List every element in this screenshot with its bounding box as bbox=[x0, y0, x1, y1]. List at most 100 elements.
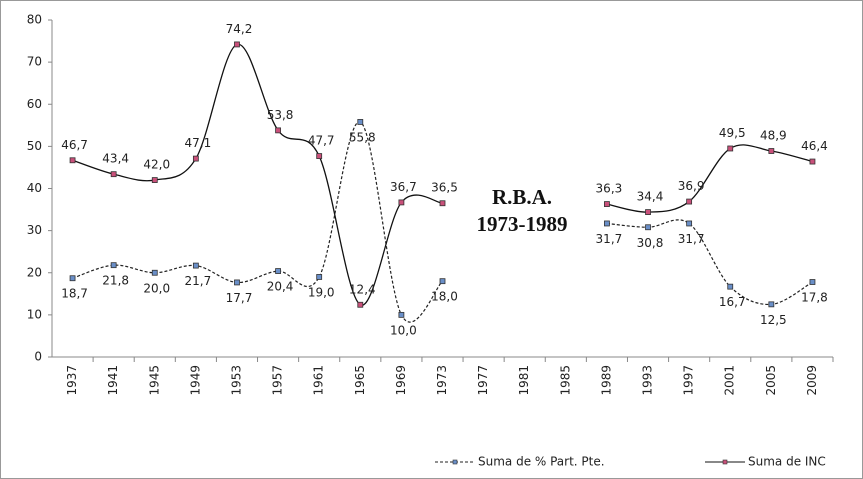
x-tick-label: 2001 bbox=[723, 365, 737, 396]
marker bbox=[686, 198, 693, 205]
marker bbox=[69, 157, 76, 164]
data-label: 74,2 bbox=[226, 22, 253, 36]
data-label: 36,5 bbox=[431, 181, 458, 195]
line bbox=[72, 121, 813, 323]
marker bbox=[398, 199, 405, 206]
data-label: 12,4 bbox=[349, 282, 376, 296]
marker bbox=[604, 220, 610, 227]
marker bbox=[604, 201, 610, 207]
y-tick-label: 0 bbox=[34, 350, 42, 364]
data-label: 47,1 bbox=[185, 136, 212, 150]
data-label: 34,4 bbox=[637, 190, 664, 204]
data-label: 46,4 bbox=[801, 139, 828, 153]
data-label: 18,7 bbox=[61, 287, 88, 301]
x-tick-label: 1997 bbox=[682, 365, 696, 396]
data-label: 55,8 bbox=[349, 130, 376, 144]
marker bbox=[809, 279, 816, 285]
data-label: 36,3 bbox=[596, 182, 623, 196]
data-label: 36,7 bbox=[390, 180, 417, 194]
marker bbox=[192, 262, 199, 269]
data-label: 53,8 bbox=[267, 108, 294, 122]
annotation: R.B.A. bbox=[492, 185, 552, 209]
x-tick-label: 1985 bbox=[558, 365, 572, 396]
data-label: 12,5 bbox=[760, 313, 787, 327]
x-tick-label: 1957 bbox=[271, 365, 285, 396]
marker bbox=[768, 148, 775, 154]
x-tick-label: 1989 bbox=[599, 365, 613, 396]
marker bbox=[110, 171, 117, 178]
data-label: 42,0 bbox=[143, 158, 170, 172]
marker bbox=[192, 155, 199, 162]
marker bbox=[439, 278, 446, 285]
marker bbox=[110, 262, 117, 269]
x-tick-label: 1969 bbox=[394, 365, 408, 396]
x-tick-label: 1993 bbox=[641, 365, 655, 396]
x-tick-label: 1941 bbox=[106, 365, 120, 396]
data-label: 46,7 bbox=[61, 138, 88, 152]
data-label: 31,7 bbox=[678, 232, 705, 246]
marker bbox=[234, 41, 240, 48]
x-tick-label: 1945 bbox=[147, 365, 161, 396]
legend-marker bbox=[452, 459, 458, 465]
x-tick-label: 1981 bbox=[517, 365, 531, 396]
marker bbox=[398, 311, 405, 318]
marker bbox=[809, 158, 816, 165]
y-tick-label: 50 bbox=[27, 139, 42, 153]
x-tick-label: 1949 bbox=[188, 365, 202, 396]
data-label: 21,8 bbox=[102, 274, 129, 288]
x-tick-label: 1961 bbox=[312, 365, 326, 396]
marker bbox=[234, 279, 240, 286]
x-tick-label: 2009 bbox=[805, 365, 819, 396]
data-label: 17,7 bbox=[226, 291, 253, 305]
marker bbox=[686, 220, 693, 227]
y-tick-label: 60 bbox=[27, 97, 42, 111]
y-tick-label: 10 bbox=[27, 307, 42, 321]
marker bbox=[357, 119, 364, 125]
data-label: 47,7 bbox=[308, 134, 335, 148]
annotation: 1973-1989 bbox=[477, 212, 568, 236]
x-tick-label: 1953 bbox=[229, 365, 243, 396]
y-tick-label: 30 bbox=[27, 223, 42, 237]
marker bbox=[357, 301, 364, 308]
data-label: 31,7 bbox=[596, 232, 623, 246]
marker bbox=[69, 275, 76, 282]
data-label: 19,0 bbox=[308, 285, 335, 299]
data-label: 48,9 bbox=[760, 129, 787, 143]
y-tick-label: 70 bbox=[27, 55, 42, 69]
x-tick-label: 1937 bbox=[65, 365, 79, 396]
x-tick-label: 1965 bbox=[353, 365, 367, 396]
marker bbox=[645, 224, 651, 231]
marker bbox=[645, 209, 651, 215]
x-tick-label: 2005 bbox=[764, 365, 778, 396]
y-tick-label: 40 bbox=[27, 181, 42, 195]
data-label: 20,4 bbox=[267, 280, 294, 294]
marker bbox=[275, 268, 281, 274]
data-label: 10,0 bbox=[390, 323, 417, 337]
legend-marker bbox=[722, 459, 728, 465]
x-tick-label: 1973 bbox=[435, 365, 449, 396]
data-label: 49,5 bbox=[719, 126, 746, 140]
marker bbox=[727, 145, 734, 152]
marker bbox=[275, 127, 281, 134]
data-label: 16,7 bbox=[719, 295, 746, 309]
legend-label: Suma de INC bbox=[748, 455, 826, 469]
marker bbox=[439, 200, 446, 207]
data-label: 18,0 bbox=[431, 290, 458, 304]
y-tick-label: 20 bbox=[27, 265, 42, 279]
y-tick-label: 80 bbox=[27, 13, 42, 27]
x-tick-label: 1977 bbox=[476, 365, 490, 396]
marker bbox=[151, 177, 158, 183]
data-label: 36,9 bbox=[678, 179, 705, 193]
data-label: 17,8 bbox=[801, 291, 828, 305]
data-label: 21,7 bbox=[185, 274, 212, 288]
data-label: 43,4 bbox=[102, 152, 129, 166]
marker bbox=[727, 283, 734, 290]
marker bbox=[316, 153, 323, 159]
marker bbox=[768, 301, 775, 308]
data-label: 30,8 bbox=[637, 236, 664, 250]
legend-label: Suma de % Part. Pte. bbox=[478, 455, 605, 469]
marker bbox=[316, 274, 323, 280]
data-label: 20,0 bbox=[143, 281, 170, 295]
